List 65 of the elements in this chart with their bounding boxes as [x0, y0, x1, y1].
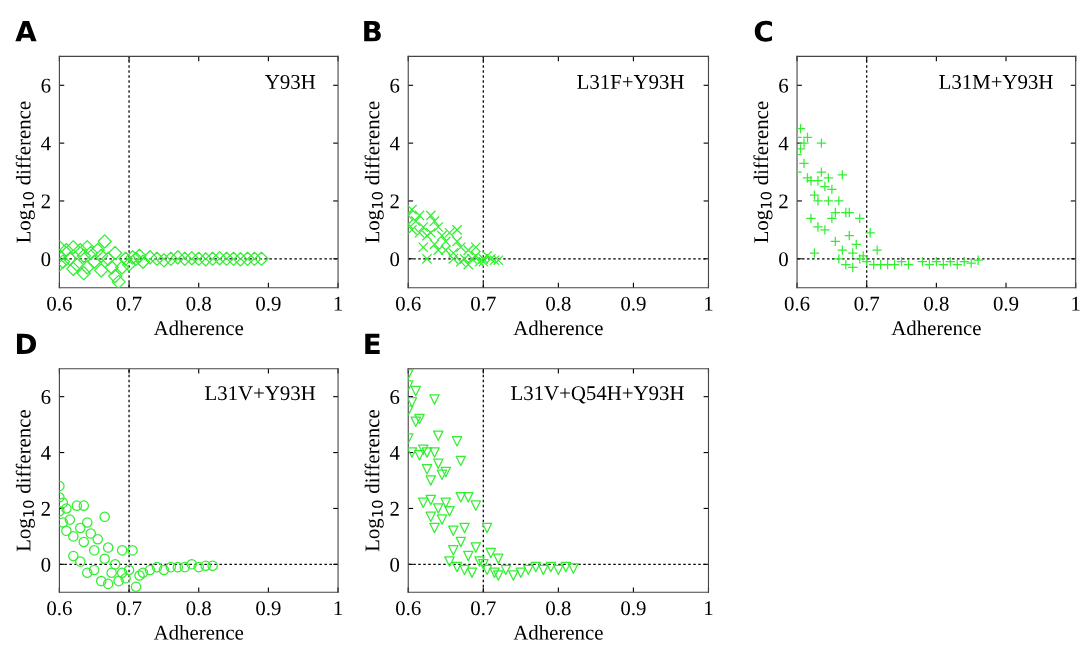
- x-axis-title: Adherence: [153, 320, 244, 336]
- x-tick-label: 1: [705, 601, 713, 616]
- x-tick-label: 0.8: [186, 601, 211, 616]
- x-axis-title: Adherence: [153, 625, 244, 640]
- y-axis-title: Log$_{10}$ difference: [15, 410, 35, 552]
- y-tick-label: 0: [390, 252, 400, 267]
- x-tick-label: 0.9: [621, 601, 646, 616]
- y-tick-label: 4: [41, 446, 51, 460]
- text: Y93H: [265, 74, 316, 89]
- x-tick-label: 0.7: [471, 296, 496, 311]
- x-tick-label: 0.9: [256, 296, 281, 311]
- y-tick-label: 4: [389, 446, 400, 460]
- y-tick-label: 4: [389, 136, 400, 151]
- y-tick-label: 6: [779, 78, 789, 93]
- y-tick-label: 6: [390, 390, 400, 405]
- text: L31M+Y93H: [939, 74, 1053, 89]
- x-axis-title: Adherence: [513, 625, 603, 640]
- x-tick-label: 0.8: [546, 296, 571, 311]
- x-tick-label: 0.7: [471, 601, 496, 616]
- x-tick-label: 0.6: [396, 296, 421, 311]
- y-axis-title: Log$_{10}$ difference: [753, 101, 773, 243]
- y-axis-title: Log$_{10}$ difference: [364, 410, 384, 552]
- text: L31V+Y93H: [205, 386, 316, 401]
- x-tick-label: 1: [334, 296, 342, 311]
- x-axis-title: Adherence: [891, 320, 981, 336]
- x-tick-label: 0.6: [47, 296, 72, 311]
- x-tick-label: 0.8: [186, 296, 211, 311]
- x-tick-label: 0.8: [924, 296, 949, 311]
- y-tick-label: 0: [41, 252, 51, 267]
- x-tick-label: 0.9: [621, 296, 646, 311]
- text: D: [16, 333, 37, 354]
- y-tick-label: 2: [390, 501, 399, 516]
- text: A: [15, 21, 37, 42]
- x-tick-label: 0.9: [993, 296, 1019, 311]
- text: E: [365, 333, 380, 354]
- x-tick-label: 0.6: [47, 601, 72, 616]
- y-tick-label: 6: [41, 390, 51, 405]
- y-tick-label: 6: [41, 78, 51, 93]
- y-axis-title: Log$_{10}$ difference: [364, 101, 384, 243]
- x-tick-label: 0.6: [784, 296, 810, 311]
- x-tick-label: 0.7: [854, 296, 880, 311]
- y-tick-label: 0: [41, 557, 51, 572]
- text: L31V+Q54H+Y93H: [511, 386, 684, 404]
- y-tick-label: 4: [41, 136, 51, 151]
- x-tick-label: 0.7: [116, 601, 142, 616]
- text: L31F+Y93H: [577, 74, 684, 89]
- x-tick-label: 0.8: [546, 601, 571, 616]
- x-tick-label: 0.7: [116, 296, 142, 311]
- y-tick-label: 2: [390, 194, 399, 209]
- text: B: [364, 21, 381, 42]
- x-tick-label: 1: [705, 296, 713, 311]
- x-tick-label: 1: [334, 601, 342, 616]
- x-tick-label: 1: [1072, 296, 1080, 311]
- y-axis-title: Log$_{10}$ difference: [15, 101, 35, 243]
- y-tick-label: 0: [390, 557, 400, 572]
- y-tick-label: 2: [41, 501, 50, 516]
- y-tick-label: 4: [778, 136, 789, 151]
- y-tick-label: 2: [779, 194, 788, 209]
- x-axis-title: Adherence: [513, 320, 603, 336]
- y-tick-label: 0: [779, 252, 788, 267]
- y-tick-label: 2: [41, 194, 50, 209]
- y-tick-label: 6: [390, 78, 400, 93]
- text: C: [754, 20, 773, 42]
- x-tick-label: 0.9: [256, 601, 281, 616]
- x-tick-label: 0.6: [396, 601, 421, 616]
